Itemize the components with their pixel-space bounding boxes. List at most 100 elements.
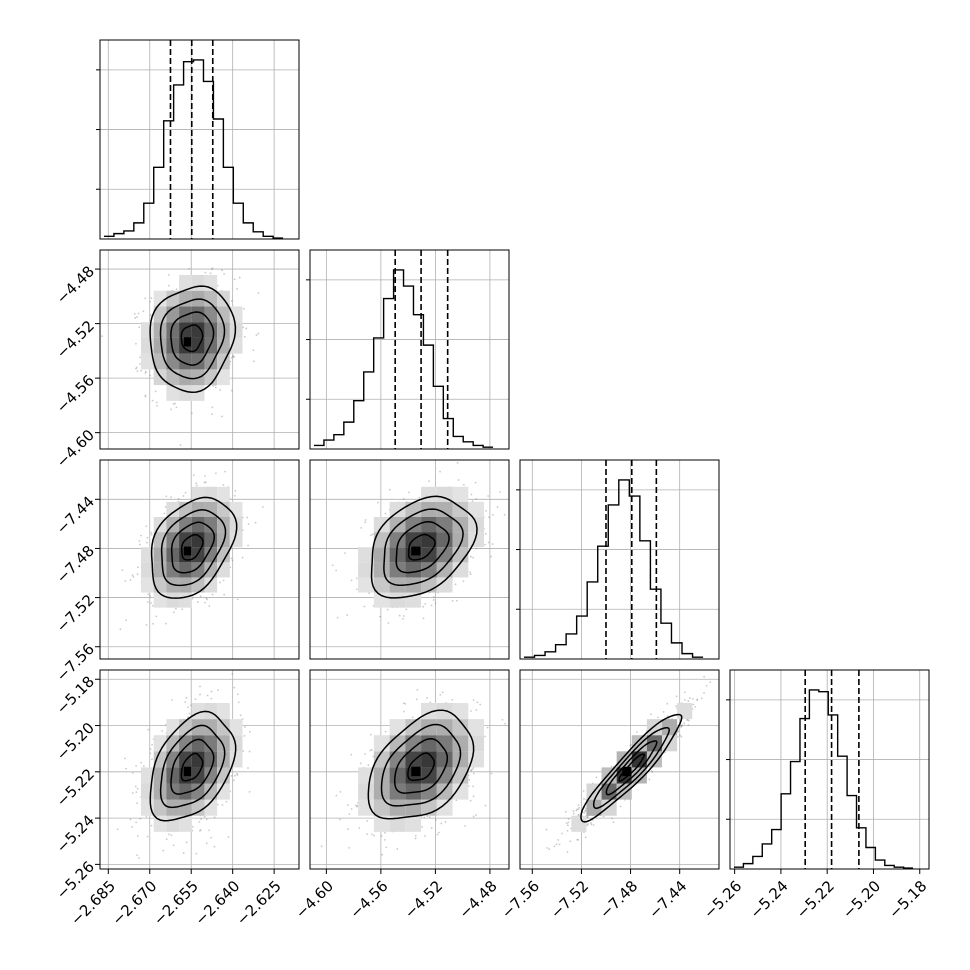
sample-point [434, 602, 437, 605]
density-cell [421, 516, 437, 533]
sample-point [154, 390, 157, 393]
sample-point [170, 408, 172, 411]
density-cell [389, 783, 406, 800]
sample-point [360, 526, 363, 529]
sample-point [249, 730, 251, 733]
sample-point [398, 614, 401, 617]
sample-point [444, 820, 447, 823]
histogram-step [523, 479, 704, 658]
density-cell [204, 735, 218, 752]
sample-point [257, 292, 260, 294]
density-panel [309, 669, 510, 870]
histogram-step [313, 269, 494, 448]
sample-point [364, 753, 367, 755]
density-panel [309, 459, 510, 660]
density-cell [217, 562, 230, 578]
density-peak [183, 337, 192, 347]
density-cell [389, 751, 406, 768]
density-cell [358, 547, 374, 563]
sample-point [230, 299, 233, 302]
sample-point [236, 288, 239, 290]
sample-point [150, 531, 153, 534]
density-cell [191, 274, 205, 291]
sample-point [472, 795, 475, 798]
sample-point [255, 334, 258, 336]
sample-point [424, 602, 427, 605]
sample-point [131, 826, 134, 828]
sample-point [187, 716, 189, 719]
sample-point [402, 498, 405, 500]
sample-point [487, 541, 490, 544]
density-panel [519, 669, 720, 870]
sample-point [233, 494, 236, 497]
sample-point [470, 768, 473, 771]
density-cell [436, 516, 453, 533]
histogram-step [733, 689, 914, 869]
sample-point [133, 312, 136, 315]
density-cell [229, 306, 243, 323]
sample-point [219, 581, 221, 584]
density-cell [421, 547, 437, 563]
density-cell [166, 767, 180, 784]
sample-point [230, 775, 233, 777]
sample-point [475, 497, 478, 500]
density-cell [217, 702, 230, 720]
sample-point [430, 827, 433, 829]
sample-point [231, 559, 234, 562]
density-cell [229, 735, 243, 752]
sample-point [149, 752, 152, 755]
sample-point [335, 569, 338, 572]
sample-point [356, 804, 359, 807]
sample-point [138, 543, 141, 546]
density-cell [373, 577, 390, 593]
sample-point [206, 694, 209, 697]
sample-point [385, 846, 388, 849]
sample-point [145, 815, 148, 818]
sample-point [204, 481, 207, 484]
density-cell [153, 532, 167, 548]
sample-point [424, 835, 426, 838]
density-cell [373, 767, 390, 784]
sample-point [472, 556, 475, 559]
density-cell [153, 799, 167, 816]
sample-point [140, 761, 142, 764]
sample-point [146, 835, 149, 838]
sample-point [471, 768, 474, 771]
density-cell [217, 306, 230, 323]
density-cell [468, 719, 485, 736]
sample-point [441, 691, 444, 694]
sample-point [136, 787, 139, 790]
density-contour [383, 508, 464, 586]
sample-point [232, 779, 235, 782]
density-cell [191, 501, 205, 517]
density-cell [421, 783, 437, 800]
sample-point [503, 513, 506, 516]
density-cell [179, 751, 192, 768]
sample-point [136, 316, 138, 318]
sample-point [422, 617, 425, 620]
sample-point [335, 794, 338, 797]
density-cell [358, 783, 374, 800]
density-cell [389, 767, 406, 784]
sample-point [221, 415, 223, 418]
sample-point [136, 370, 139, 373]
sample-point [179, 444, 182, 446]
sample-point [437, 831, 440, 834]
sample-point [168, 833, 170, 836]
corner-panels [96, 39, 930, 870]
panel-frame [99, 39, 300, 240]
sample-point [229, 566, 232, 569]
density-cell [153, 577, 167, 593]
panel-frame [309, 459, 510, 660]
sample-point [138, 540, 141, 542]
density-cell [452, 767, 469, 784]
sample-point [156, 456, 158, 458]
sample-point [161, 729, 164, 732]
density-contour [407, 533, 436, 561]
density-cell [204, 799, 218, 816]
sample-point [479, 703, 482, 706]
density-cell [217, 486, 230, 502]
sample-point [436, 833, 439, 836]
sample-point [469, 799, 472, 802]
histogram-panel [306, 249, 510, 450]
